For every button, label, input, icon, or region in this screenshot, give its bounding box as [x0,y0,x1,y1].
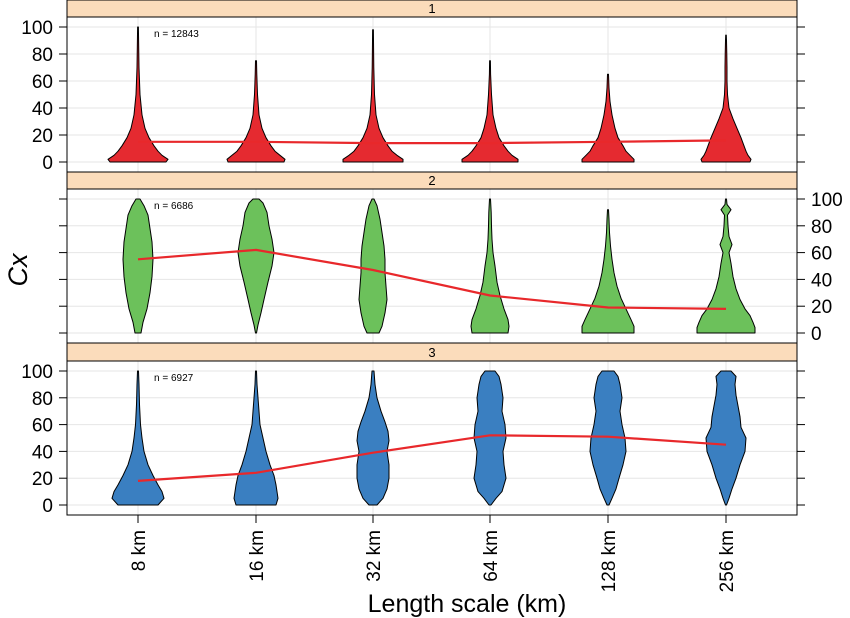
x-tick-label: 32 km [364,530,385,582]
y-axis: 0 20 40 60 80 100 [59,190,843,345]
y-tick-label: 40 [32,99,53,120]
sample-size-label: n = 6927 [154,373,194,384]
gridlines [67,189,797,343]
violin-256km [696,198,756,334]
y-tick-label: 60 [32,72,53,93]
panel-frame [66,360,798,516]
panels-layer: 1 n = 12843 0 20 40 60 80 100 2 n = 6686 0 20 40 60 80… [21,0,843,517]
violin-32km [358,198,388,334]
y-tick-label: 100 [21,18,53,39]
panel-bottom: 3 n = 6927 0 20 40 60 80 100 [21,342,805,517]
x-tick-label: 256 km [717,530,738,592]
sample-size-label: n = 6686 [154,201,194,212]
violin-8km [122,198,154,334]
y-tick-label: 100 [21,362,53,383]
violin-256km [705,370,747,506]
y-axis: 0 20 40 60 80 100 [21,18,805,174]
violin-16km [233,370,279,506]
violin-8km [107,26,169,163]
y-tick-label: 80 [32,45,53,66]
x-tick-label: 16 km [247,530,268,582]
y-tick-label: 0 [811,324,822,345]
y-tick-label: 60 [32,416,53,437]
violin-32km [356,370,390,506]
y-tick-label: 40 [32,442,53,463]
panel-top: 1 n = 12843 0 20 40 60 80 100 [21,0,805,174]
gridlines [67,17,797,172]
panel-strip-label: 2 [428,173,435,188]
y-tick-label: 80 [32,389,53,410]
y-tick-label: 0 [42,496,53,517]
violin-64km [473,370,507,506]
violin-128km [581,209,635,334]
panel-frame [66,16,798,173]
gridlines [67,361,797,515]
y-tick-label: 20 [32,469,53,490]
median-trend-line [137,434,727,482]
violin-128km [589,370,627,506]
median-trend-line [138,139,727,145]
y-tick-label: 0 [42,153,53,174]
y-tick-label: 60 [811,244,832,265]
x-tick-label: 64 km [481,530,502,582]
violin-128km [581,73,635,163]
y-axis: 0 20 40 60 80 100 [21,362,805,517]
violin-64km [470,198,510,334]
x-axis-title: Length scale (km) [368,590,567,618]
panel-frame [66,188,798,344]
violin-8km [111,370,165,506]
sample-size-label: n = 12843 [154,29,199,40]
panel-middle: 2 n = 6686 0 20 40 60 80 100 [59,171,843,345]
violin-256km [700,34,752,163]
y-tick-label: 80 [811,217,832,238]
violin-32km [342,29,404,163]
y-axis-title: Cx [3,252,33,286]
y-tick-label: 20 [32,126,53,147]
panel-strip-label: 1 [428,1,435,16]
violin-16km [237,198,275,334]
violin-64km [461,60,519,163]
x-tick-label: 128 km [599,530,620,592]
panel-strip-label: 3 [428,345,435,360]
x-tick-label: 8 km [129,530,150,571]
y-tick-label: 20 [811,297,832,318]
y-tick-label: 100 [811,190,843,211]
violin-16km [226,60,286,163]
median-trend-line [137,248,727,310]
y-tick-label: 40 [811,270,832,291]
x-tick-labels: 8 km 16 km 32 km 64 km 128 km 256 km [129,515,738,592]
